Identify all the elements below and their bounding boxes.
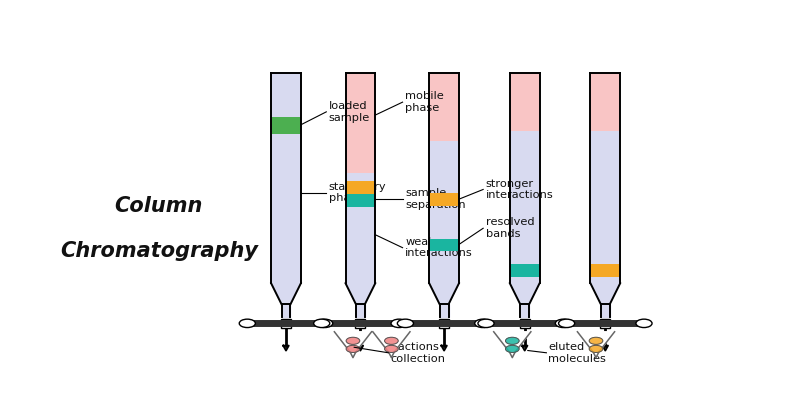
Circle shape: [385, 337, 398, 344]
Polygon shape: [283, 346, 289, 351]
Bar: [510, 73, 539, 283]
Text: Chromatography: Chromatography: [60, 241, 258, 261]
Polygon shape: [373, 332, 410, 357]
Bar: [590, 73, 620, 283]
Polygon shape: [601, 304, 610, 317]
Text: Column: Column: [114, 196, 203, 215]
Bar: [346, 194, 375, 207]
Bar: [590, 265, 620, 277]
Circle shape: [314, 319, 330, 328]
Polygon shape: [358, 346, 363, 351]
Text: stronger
interactions: stronger interactions: [486, 178, 554, 200]
Bar: [430, 239, 459, 251]
Text: sample
separation: sample separation: [405, 188, 466, 210]
Bar: [510, 265, 539, 277]
Polygon shape: [602, 346, 608, 351]
Bar: [346, 181, 375, 194]
Polygon shape: [522, 346, 527, 351]
Circle shape: [385, 345, 398, 352]
Polygon shape: [442, 346, 446, 351]
Polygon shape: [334, 332, 371, 357]
Circle shape: [239, 319, 255, 328]
Bar: [271, 73, 301, 283]
Polygon shape: [282, 304, 290, 317]
Circle shape: [346, 337, 360, 344]
Bar: [510, 73, 539, 131]
Text: resolved
bands: resolved bands: [486, 218, 534, 239]
Bar: [430, 73, 459, 141]
Polygon shape: [520, 304, 529, 317]
Polygon shape: [346, 283, 375, 304]
Bar: [430, 193, 459, 206]
Bar: [346, 73, 375, 283]
Text: mobile
phase: mobile phase: [405, 91, 444, 113]
Bar: [355, 319, 366, 328]
Polygon shape: [578, 332, 614, 357]
Text: eluted
molecules: eluted molecules: [548, 342, 606, 364]
Bar: [271, 117, 301, 134]
Polygon shape: [590, 283, 620, 304]
Polygon shape: [510, 283, 539, 304]
Text: loaded
sample: loaded sample: [329, 101, 370, 123]
Circle shape: [506, 345, 519, 352]
Polygon shape: [494, 332, 531, 357]
Circle shape: [346, 345, 360, 352]
Circle shape: [398, 319, 414, 328]
Bar: [430, 73, 459, 283]
Bar: [520, 319, 530, 328]
Text: fractions
collection: fractions collection: [390, 342, 445, 364]
Circle shape: [558, 319, 574, 328]
Polygon shape: [430, 283, 459, 304]
Bar: [590, 73, 620, 131]
Circle shape: [636, 319, 652, 328]
Bar: [281, 319, 291, 328]
Polygon shape: [356, 304, 365, 317]
Bar: [439, 319, 449, 328]
Circle shape: [317, 319, 333, 328]
Polygon shape: [440, 304, 449, 317]
Circle shape: [555, 319, 571, 328]
Circle shape: [478, 319, 494, 328]
Circle shape: [506, 337, 519, 344]
Circle shape: [589, 337, 603, 344]
Text: weaker
interactions: weaker interactions: [405, 237, 473, 258]
Circle shape: [474, 319, 491, 328]
Polygon shape: [271, 283, 301, 304]
Bar: [600, 319, 610, 328]
Circle shape: [391, 319, 407, 328]
Circle shape: [589, 345, 603, 352]
Bar: [346, 73, 375, 173]
Text: stationary
phase: stationary phase: [329, 182, 386, 204]
